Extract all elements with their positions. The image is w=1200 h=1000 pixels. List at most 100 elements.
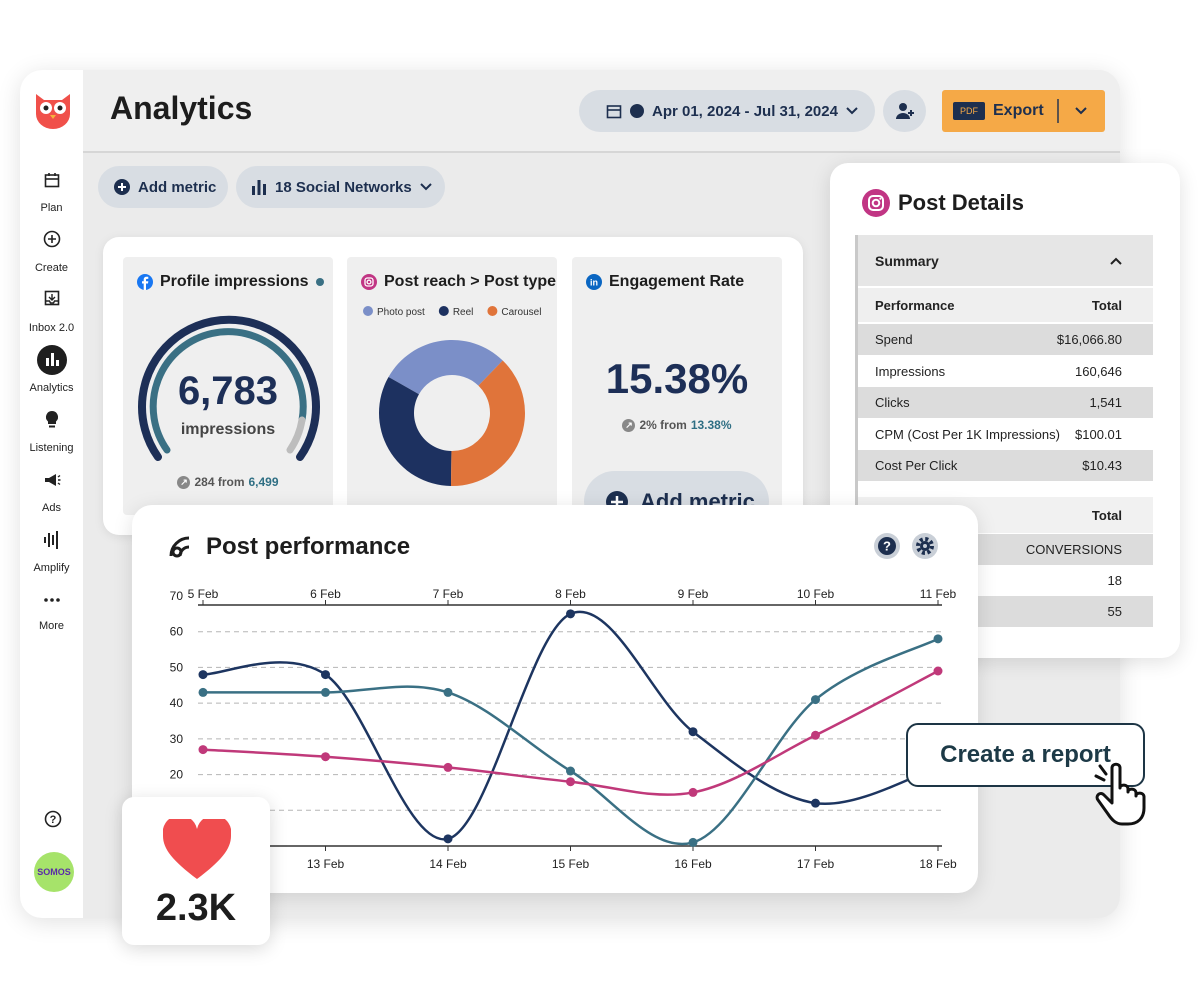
- nav-listening[interactable]: Listening: [20, 410, 83, 456]
- legend-swatch: [363, 306, 373, 316]
- data-point: [198, 670, 208, 680]
- add-user-icon: [895, 103, 914, 119]
- settings-button[interactable]: [912, 533, 938, 559]
- button-label: 18 Social Networks: [275, 178, 412, 196]
- chevron: [846, 107, 858, 115]
- icon: [44, 290, 59, 306]
- card-title: Post reach > Post type: [361, 273, 556, 291]
- title-text: Engagement Rate: [609, 273, 745, 290]
- help-icon[interactable]: ?: [44, 810, 62, 828]
- nav-plan[interactable]: Plan: [20, 170, 83, 216]
- nav-create[interactable]: Create: [20, 230, 83, 276]
- cell: 160,646: [1075, 363, 1122, 379]
- chevron: [1075, 107, 1087, 115]
- cell: 55: [1107, 604, 1122, 619]
- calendar-icon: [606, 105, 622, 119]
- data-point: [811, 730, 820, 740]
- summary-label: Summary: [875, 252, 939, 269]
- export-button[interactable]: PDF Export: [942, 90, 1105, 132]
- nav-more[interactable]: More: [20, 595, 83, 635]
- data-point: [443, 687, 453, 697]
- data-point: [811, 798, 820, 808]
- data-point: [566, 766, 575, 776]
- add-user-button[interactable]: [883, 90, 926, 132]
- donut-segment: [388, 340, 503, 395]
- y-tick-label: 30: [170, 732, 184, 746]
- nav-label: Listening: [29, 442, 74, 454]
- legend-swatch: [438, 306, 449, 316]
- metric-value: 6,783: [177, 369, 279, 413]
- previous-value: 13.38%: [690, 418, 732, 432]
- x-tick-label-top: 10 Feb: [797, 587, 835, 601]
- change-text: 284 from: [194, 475, 245, 489]
- x-tick-label-bottom: 15 Feb: [552, 857, 590, 871]
- x-tick-label-top: 8 Feb: [555, 587, 586, 601]
- nav-label: Plan: [40, 202, 63, 214]
- series-line: [202, 610, 939, 841]
- cell: 1,541: [1089, 395, 1122, 410]
- table-row: Clicks 1,541: [858, 387, 1153, 418]
- data-point: [443, 762, 453, 772]
- logo[interactable]: [32, 88, 74, 130]
- data-point: [688, 787, 698, 797]
- data-point: [688, 837, 698, 847]
- arrow-icon: ↗: [622, 418, 636, 432]
- metric-unit: impressions: [180, 421, 276, 438]
- avatar[interactable]: SOMOS: [34, 852, 74, 892]
- data-point: [321, 687, 330, 697]
- x-tick-label-top: 11 Feb: [920, 587, 957, 601]
- icon: [43, 531, 58, 549]
- dot: [630, 104, 644, 118]
- panel-title: Post Details: [862, 189, 1024, 217]
- linkedin-icon: in: [586, 274, 602, 290]
- legend-swatch: [487, 306, 498, 316]
- table-row: CPM (Cost Per 1K Impressions) $100.01: [858, 418, 1153, 450]
- previous-value: 6,499: [248, 475, 279, 489]
- nav-label: Create: [34, 262, 69, 274]
- y-tick-label: 70: [170, 589, 184, 603]
- nav-analytics[interactable]: Analytics: [20, 344, 83, 394]
- legend-label: Photo post: [377, 307, 425, 318]
- data-point: [811, 695, 820, 705]
- data-point: [566, 777, 575, 787]
- svg-text:?: ?: [50, 814, 57, 826]
- button-label: Add metric: [138, 178, 217, 196]
- add-metric-button[interactable]: Add metric: [98, 166, 228, 208]
- networks-selector[interactable]: 18 Social Networks: [236, 166, 445, 208]
- data-point: [198, 745, 208, 755]
- card-title: Post performance: [168, 533, 410, 561]
- cell: Clicks: [875, 395, 910, 410]
- table-row: Impressions 160,646: [858, 355, 1153, 387]
- create-report-button[interactable]: Create a report: [906, 723, 1145, 787]
- export-badge: PDF: [953, 102, 985, 120]
- x-tick-label-top: 6 Feb: [310, 587, 341, 601]
- plus-icon: [114, 179, 130, 195]
- cell: Impressions: [875, 363, 946, 379]
- card-title: Profile impressions: [137, 273, 324, 291]
- help-button[interactable]: ?: [874, 533, 900, 559]
- legend-label: Carousel: [501, 307, 541, 318]
- y-tick-label: 40: [170, 696, 184, 710]
- divider: [1057, 99, 1059, 123]
- likes-card: 2.3K: [122, 797, 270, 945]
- title-text: Post Details: [898, 190, 1024, 215]
- nav-inbox[interactable]: Inbox 2.0: [20, 290, 83, 336]
- x-tick-label-top: 5 Feb: [188, 587, 219, 601]
- nav-ads[interactable]: Ads: [20, 472, 83, 518]
- nav-label: Inbox 2.0: [28, 322, 75, 334]
- cell: Spend: [875, 332, 913, 347]
- data-point: [688, 727, 698, 737]
- donut-segment: [450, 360, 525, 486]
- post-performance-card: Post performance ? 102030405060705 Feb6 …: [132, 505, 978, 893]
- nav-amplify[interactable]: Amplify: [20, 530, 83, 576]
- y-tick-label: 60: [170, 625, 184, 639]
- date-range-picker[interactable]: Apr 01, 2024 - Jul 31, 2024: [579, 90, 875, 132]
- status-dot: [315, 278, 324, 286]
- bars-icon: [252, 180, 266, 195]
- icon: [43, 230, 60, 248]
- cell: CPM (Cost Per 1K Impressions): [875, 426, 1060, 442]
- icon: [44, 474, 60, 486]
- header-cell: Total: [1091, 507, 1122, 523]
- summary-toggle[interactable]: Summary: [858, 235, 1153, 286]
